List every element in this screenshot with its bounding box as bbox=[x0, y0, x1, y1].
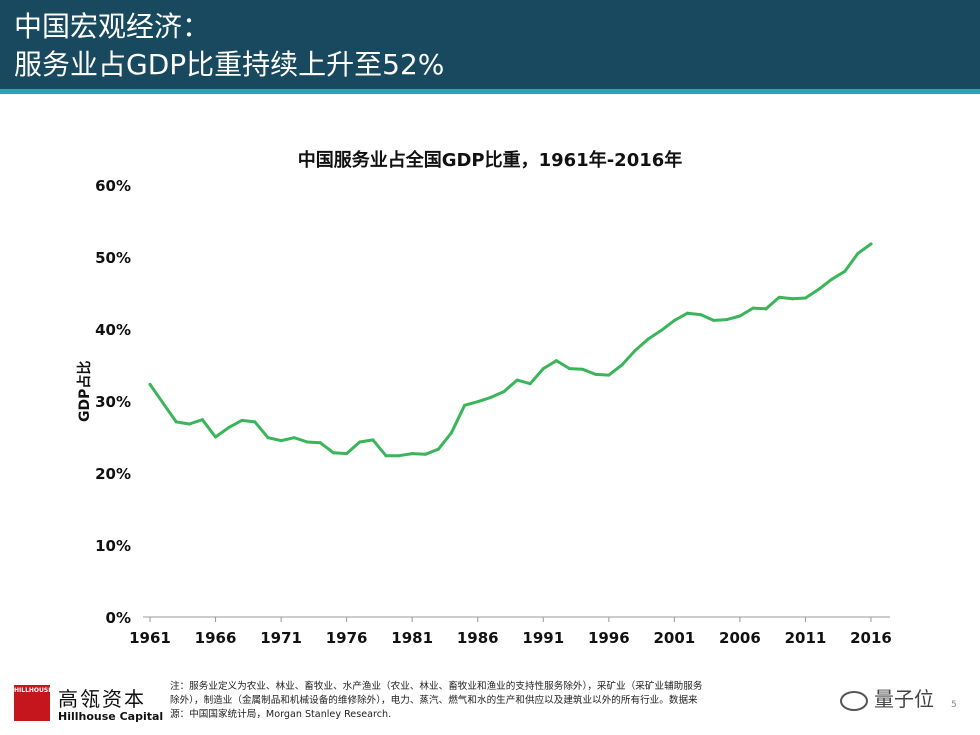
wechat-icon bbox=[840, 690, 868, 711]
data-point bbox=[738, 314, 742, 318]
x-tick-label: 1981 bbox=[391, 629, 433, 647]
data-point bbox=[358, 440, 362, 444]
x-tick-label: 2001 bbox=[653, 629, 695, 647]
header-accent-stripe bbox=[0, 89, 980, 94]
data-point bbox=[345, 452, 349, 456]
data-point bbox=[187, 422, 191, 426]
header-bar: 中国宏观经济： 服务业占GDP比重持续上升至52% bbox=[0, 0, 980, 89]
data-point bbox=[397, 454, 401, 458]
x-tick-label: 2006 bbox=[719, 629, 761, 647]
y-tick-label: 30% bbox=[95, 393, 131, 411]
data-point bbox=[594, 372, 598, 376]
y-tick-label: 60% bbox=[95, 177, 131, 195]
data-point bbox=[581, 367, 585, 371]
y-tick-label: 0% bbox=[106, 609, 131, 627]
data-point bbox=[725, 318, 729, 322]
data-point bbox=[607, 373, 611, 377]
data-point bbox=[489, 395, 493, 399]
data-point bbox=[830, 277, 834, 281]
y-tick-label: 50% bbox=[95, 249, 131, 267]
data-point bbox=[869, 242, 873, 246]
slide-title-line-1: 中国宏观经济： bbox=[14, 10, 211, 43]
footnote-line: 注：服务业定义为农业、林业、畜牧业、水产渔业（农业、林业、畜牧业和渔业的支持性服… bbox=[170, 681, 703, 692]
data-point bbox=[803, 296, 807, 300]
y-tick-label: 20% bbox=[95, 465, 131, 483]
x-tick-label: 2016 bbox=[850, 629, 892, 647]
data-point bbox=[685, 311, 689, 315]
data-point bbox=[292, 436, 296, 440]
data-point bbox=[227, 426, 231, 430]
data-point bbox=[174, 420, 178, 424]
data-point bbox=[817, 287, 821, 291]
data-point bbox=[659, 328, 663, 332]
data-point bbox=[856, 251, 860, 255]
y-tick-label: 40% bbox=[95, 321, 131, 339]
series-line bbox=[148, 242, 873, 458]
data-point bbox=[318, 441, 322, 445]
data-point bbox=[161, 401, 165, 405]
data-point bbox=[843, 269, 847, 273]
x-tick-label: 2011 bbox=[785, 629, 827, 647]
x-tick-label: 1961 bbox=[129, 629, 171, 647]
hillhouse-logo-mark: HILLHOUSE bbox=[14, 685, 52, 721]
data-point bbox=[567, 367, 571, 371]
page-number: 5 bbox=[951, 700, 957, 710]
data-point bbox=[528, 382, 532, 386]
footnote-line: 源：中国国家统计局，Morgan Stanley Research. bbox=[170, 709, 392, 720]
data-point bbox=[200, 418, 204, 422]
data-point bbox=[332, 451, 336, 455]
data-point bbox=[384, 454, 388, 458]
data-point bbox=[253, 420, 257, 424]
data-point bbox=[423, 452, 427, 456]
data-point bbox=[502, 390, 506, 394]
data-point bbox=[712, 318, 716, 322]
x-tick-label: 1966 bbox=[195, 629, 237, 647]
data-point bbox=[410, 452, 414, 456]
data-point bbox=[699, 313, 703, 317]
data-point bbox=[371, 438, 375, 442]
data-point bbox=[305, 440, 309, 444]
data-point bbox=[240, 418, 244, 422]
data-point bbox=[790, 297, 794, 301]
data-point bbox=[266, 436, 270, 440]
data-point bbox=[476, 400, 480, 404]
x-tick-label: 1986 bbox=[457, 629, 499, 647]
data-point bbox=[148, 382, 152, 386]
data-point bbox=[279, 439, 283, 443]
data-point bbox=[450, 431, 454, 435]
data-point bbox=[633, 349, 637, 353]
data-point bbox=[764, 307, 768, 311]
logo-english-name: Hillhouse Capital bbox=[58, 710, 164, 723]
data-point bbox=[541, 367, 545, 371]
data-point bbox=[777, 295, 781, 299]
logo-chinese-name: 高瓴资本 bbox=[58, 687, 146, 711]
data-point bbox=[554, 359, 558, 363]
watermark: 量子位 bbox=[840, 683, 934, 712]
data-point bbox=[463, 403, 467, 407]
x-tick-label: 1996 bbox=[588, 629, 630, 647]
chart-title: 中国服务业占全国GDP比重，1961年-2016年 bbox=[297, 150, 683, 171]
data-point bbox=[214, 435, 218, 439]
y-tick-label: 10% bbox=[95, 537, 131, 555]
data-point bbox=[515, 378, 519, 382]
data-point bbox=[620, 363, 624, 367]
footnote-line: 除外），制造业（金属制品和机械设备的维修除外），电力、蒸汽、燃气和水的生产和供应… bbox=[170, 695, 698, 706]
x-tick-label: 1976 bbox=[326, 629, 368, 647]
data-point bbox=[672, 318, 676, 322]
data-point bbox=[751, 306, 755, 310]
data-point bbox=[646, 337, 650, 341]
x-tick-label: 1991 bbox=[522, 629, 564, 647]
footnote: 注：服务业定义为农业、林业、畜牧业、水产渔业（农业、林业、畜牧业和渔业的支持性服… bbox=[170, 680, 790, 722]
x-tick-label: 1971 bbox=[260, 629, 302, 647]
slide-title-line-2: 服务业占GDP比重持续上升至52% bbox=[14, 48, 445, 81]
watermark-text: 量子位 bbox=[874, 687, 934, 711]
data-point bbox=[436, 447, 440, 451]
